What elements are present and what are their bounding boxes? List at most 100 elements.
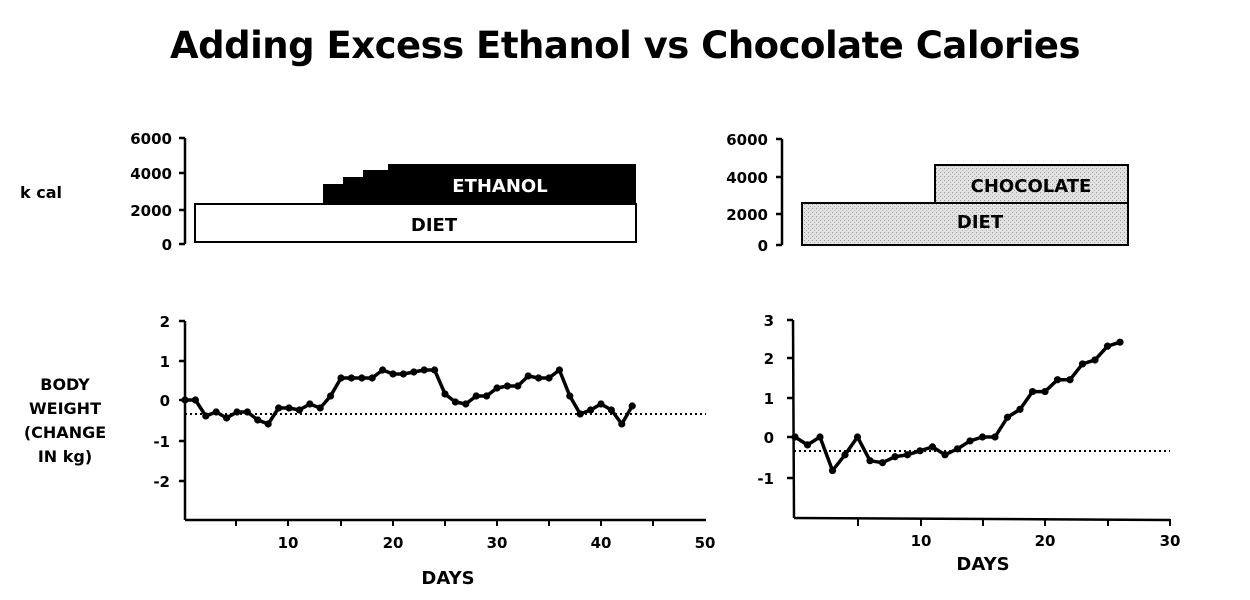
data-point	[597, 400, 605, 408]
diet-bar-label: DIET	[411, 215, 458, 236]
data-point	[545, 374, 553, 382]
data-point	[181, 396, 189, 404]
diet-bar	[801, 202, 1129, 246]
y-tick-label: 0	[162, 236, 172, 254]
x-axis-label: DAYS	[421, 568, 474, 589]
data-point	[1091, 356, 1099, 364]
chart-title: Adding Excess Ethanol vs Chocolate Calor…	[169, 24, 1081, 67]
data-point	[472, 392, 480, 400]
data-point	[1041, 387, 1049, 396]
data-point	[347, 374, 355, 382]
data-point	[1078, 360, 1087, 368]
x-tick-label: 20	[383, 534, 404, 552]
data-point	[264, 420, 272, 428]
y-tick-label: 3	[764, 312, 774, 330]
data-point	[791, 433, 799, 441]
data-point	[953, 445, 962, 453]
x-axis-label: DAYS	[956, 554, 1009, 575]
kcal-axis-label: k cal	[20, 183, 62, 202]
x-tick-label: 40	[591, 534, 612, 552]
right-weight-y-axis: 3 2 1 0 -1	[757, 312, 796, 519]
y-tick-label: 2	[764, 350, 774, 368]
x-tick-label: 20	[1035, 532, 1056, 550]
data-point	[828, 466, 837, 475]
x-tick-label: 50	[695, 534, 716, 552]
ethanol-weight-series	[181, 366, 636, 428]
weight-label-line: (CHANGE	[24, 423, 106, 442]
data-point	[928, 443, 937, 451]
data-point	[483, 392, 491, 400]
y-tick-label: 2000	[130, 202, 172, 220]
data-point	[607, 406, 616, 414]
chocolate-weight-series	[791, 338, 1124, 475]
data-point	[978, 433, 987, 441]
data-point	[1053, 376, 1062, 384]
left-x-axis: 10 20 30 40 50 DAYS	[185, 518, 716, 589]
y-tick-label: 2	[160, 313, 170, 331]
data-point	[1028, 387, 1037, 396]
data-point	[431, 366, 439, 374]
data-point	[493, 384, 501, 392]
data-point	[566, 392, 574, 400]
data-point	[524, 372, 532, 380]
series-line	[185, 368, 634, 426]
data-point	[233, 408, 241, 416]
y-tick-label: 2000	[726, 206, 768, 224]
data-point	[1116, 338, 1124, 346]
x-tick-label: 10	[278, 534, 299, 552]
data-point	[254, 416, 262, 424]
data-point	[866, 457, 874, 465]
data-point	[1103, 342, 1112, 350]
data-point	[628, 402, 636, 410]
y-tick-label: -1	[757, 470, 774, 488]
y-tick-label: 1	[764, 390, 774, 408]
data-point	[1016, 405, 1024, 413]
right-weight-chart: 3 2 1 0 -1 10 20 30 DAYS	[757, 312, 1180, 575]
x-tick-label: 30	[487, 534, 508, 552]
data-point	[903, 451, 912, 459]
data-point	[618, 420, 626, 428]
data-point	[966, 437, 974, 445]
data-point	[878, 459, 887, 467]
data-point	[295, 406, 303, 414]
data-point	[891, 453, 899, 461]
x-tick-label: 30	[1160, 532, 1181, 550]
data-point	[587, 406, 595, 414]
data-point	[576, 410, 584, 418]
y-tick-label: 0	[764, 429, 774, 447]
ethanol-bar-label: ETHANOL	[452, 176, 547, 197]
data-point	[853, 433, 862, 441]
x-tick-label: 10	[911, 532, 932, 550]
left-weight-chart: BODY WEIGHT (CHANGE IN kg) 2 1 0 -1 -2	[24, 313, 716, 589]
data-point	[327, 392, 335, 400]
data-point	[212, 408, 220, 416]
data-point	[410, 368, 418, 376]
diet-bar-label: DIET	[957, 212, 1004, 233]
diet-bar	[194, 203, 637, 243]
data-point	[462, 400, 470, 408]
data-point	[816, 433, 824, 441]
data-point	[503, 382, 511, 390]
data-point	[451, 398, 459, 406]
y-tick-label: 6000	[726, 131, 768, 149]
data-point	[916, 447, 924, 455]
left-kcal-y-axis: 6000 4000 2000 0	[130, 130, 187, 254]
data-point	[514, 382, 522, 390]
y-tick-label: -1	[153, 433, 170, 451]
y-tick-label: 6000	[130, 130, 172, 148]
data-point	[243, 408, 251, 416]
chocolate-bar-label: CHOCOLATE	[971, 176, 1092, 197]
data-point	[306, 400, 314, 408]
weight-axis-label: BODY WEIGHT (CHANGE IN kg)	[24, 375, 106, 466]
data-point	[941, 451, 949, 459]
data-point	[991, 433, 999, 441]
weight-label-line: IN kg)	[38, 447, 92, 466]
data-point	[535, 374, 543, 382]
data-point	[555, 366, 564, 374]
data-point	[803, 441, 812, 449]
data-point	[1066, 376, 1074, 384]
data-point	[441, 390, 449, 398]
data-point	[841, 451, 849, 459]
data-point	[285, 404, 293, 412]
